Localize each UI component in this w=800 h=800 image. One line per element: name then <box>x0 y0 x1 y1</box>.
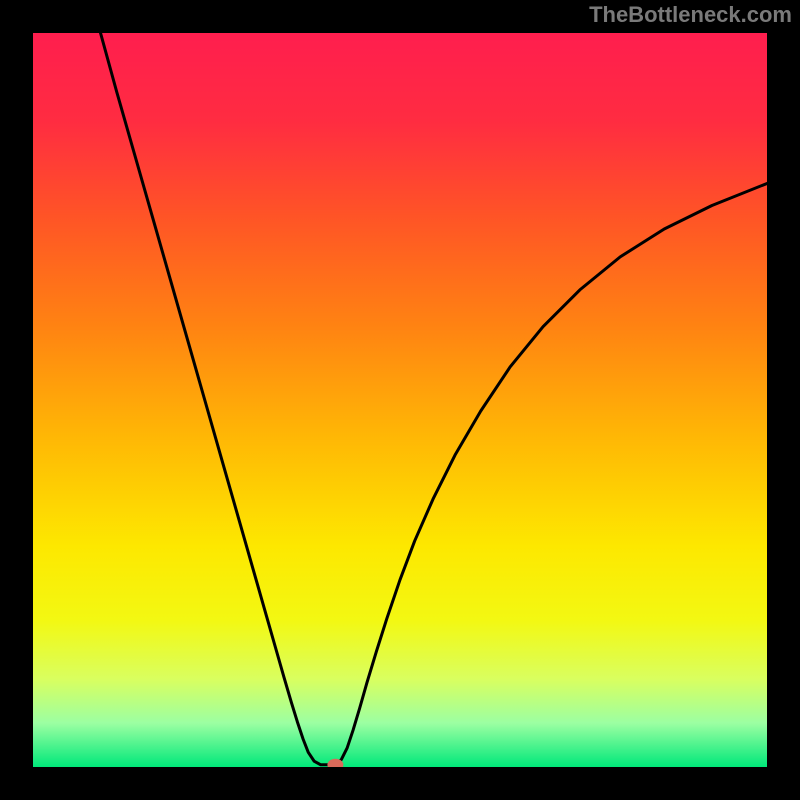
plot-area <box>33 33 767 767</box>
watermark-text: TheBottleneck.com <box>589 2 792 28</box>
gradient-background <box>33 33 767 767</box>
chart-container: TheBottleneck.com <box>0 0 800 800</box>
chart-svg <box>33 33 767 767</box>
